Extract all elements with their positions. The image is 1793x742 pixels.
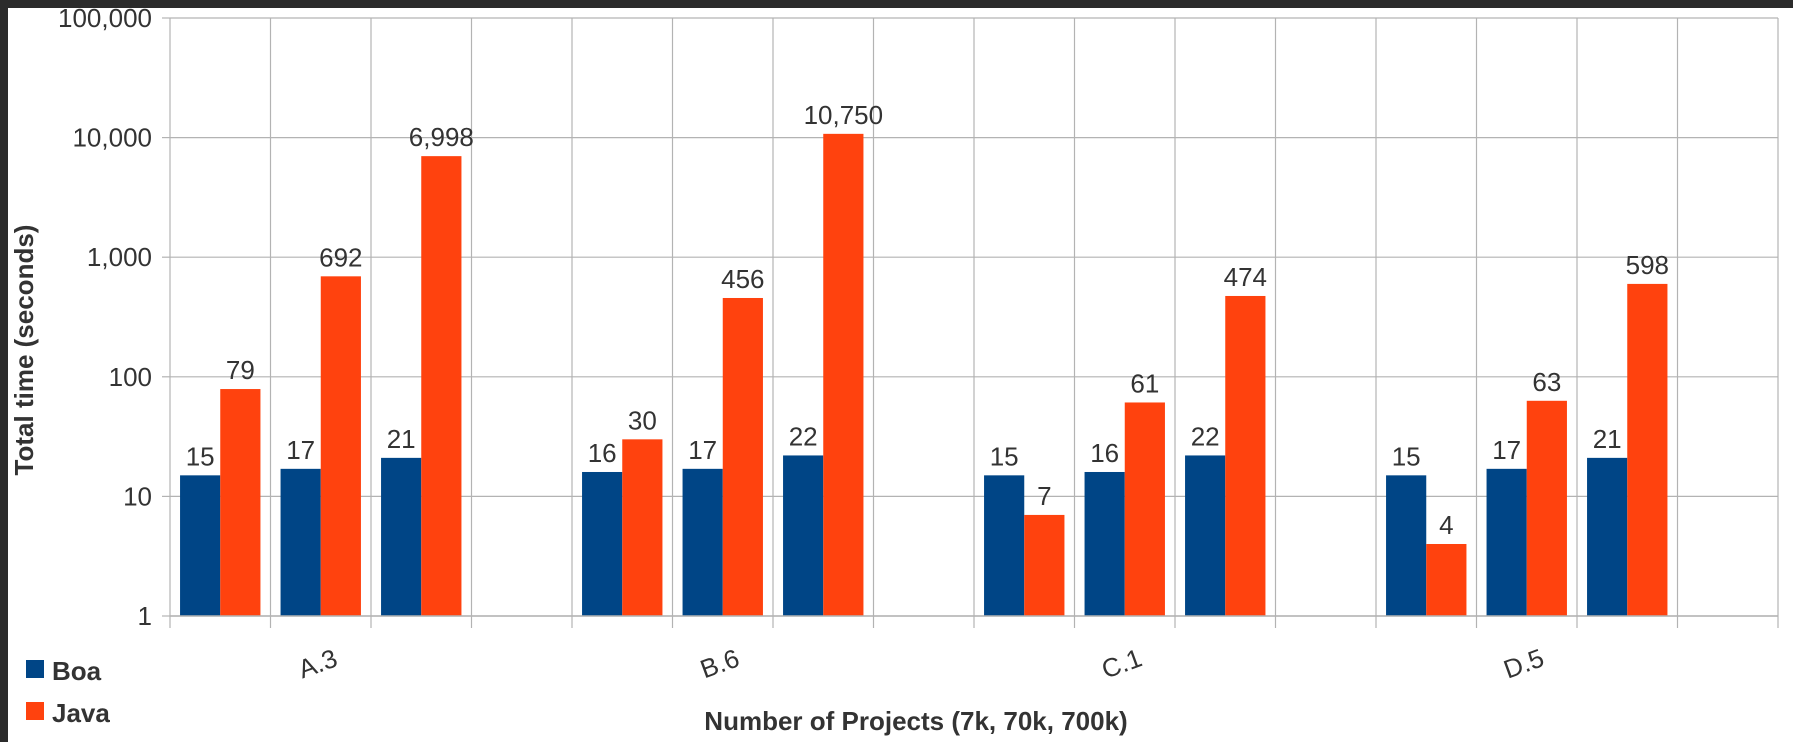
data-label: 63 [1532,367,1561,397]
bar-java-b-6-1 [622,439,663,616]
data-label: 30 [628,405,657,435]
data-label: 17 [688,435,717,465]
data-label: 598 [1626,250,1669,280]
data-label: 15 [186,441,215,471]
data-label: 4 [1439,510,1453,540]
data-label: 474 [1224,262,1267,292]
bar-boa-a-3-3 [381,457,422,616]
data-label: 15 [990,441,1019,471]
y-tick-label: 10 [123,481,152,511]
data-label: 61 [1130,368,1159,398]
bar-boa-d-5-1 [1386,475,1427,616]
bar-java-d-5-2 [1526,400,1567,616]
data-label: 17 [286,435,315,465]
data-label: 22 [1191,421,1220,451]
bar-boa-a-3-1 [180,475,221,616]
data-label: 17 [1492,435,1521,465]
bar-boa-b-6-1 [582,471,623,616]
data-label: 16 [588,438,617,468]
plot-background [8,8,1793,742]
data-label: 79 [226,355,255,385]
bar-java-d-5-1 [1426,543,1467,616]
bar-java-c-1-2 [1124,402,1165,616]
data-label: 16 [1090,438,1119,468]
bar-boa-c-1-2 [1084,471,1125,616]
y-tick-label: 100 [109,362,152,392]
legend-swatch-java [26,702,44,720]
data-label: 7 [1037,481,1051,511]
data-label: 21 [1593,424,1622,454]
x-axis-title: Number of Projects (7k, 70k, 700k) [704,706,1127,736]
data-labels: 15 79 17 692 21 6,998 16 30 17 456 22 10,750 15 7 16 61… [186,100,1669,540]
bar-java-d-5-3 [1627,283,1668,616]
y-tick-label: 1 [138,601,152,631]
y-axis-title: Total time (seconds) [9,225,39,476]
bar-boa-d-5-3 [1587,457,1628,616]
y-tick-label: 10,000 [72,123,152,153]
bar-java-b-6-3 [823,133,864,616]
legend-label-boa: Boa [52,656,102,686]
data-label: 6,998 [409,122,474,152]
bar-boa-c-1-3 [1185,455,1226,616]
bar-java-a-3-1 [220,389,261,616]
bar-java-c-1-1 [1024,514,1065,616]
data-label: 22 [789,421,818,451]
bar-java-a-3-3 [421,156,462,616]
data-label: 456 [721,264,764,294]
bar-boa-a-3-2 [280,468,321,616]
data-label: 15 [1392,441,1421,471]
y-tick-label: 1,000 [87,242,152,272]
bar-java-c-1-3 [1225,295,1266,616]
bar-boa-b-6-3 [783,455,824,616]
legend-label-java: Java [52,698,110,728]
data-label: 21 [387,424,416,454]
data-label: 692 [319,242,362,272]
bar-boa-c-1-1 [984,475,1025,616]
bars [180,133,1668,616]
bar-boa-d-5-2 [1486,468,1527,616]
legend-swatch-boa [26,660,44,678]
bar-java-a-3-2 [320,276,361,616]
bar-boa-b-6-2 [682,468,723,616]
data-label: 10,750 [804,100,884,130]
legend: Boa Java [26,656,110,728]
y-tick-label: 100,000 [58,3,152,33]
bar-java-b-6-2 [722,297,763,616]
gridlines [169,17,1779,628]
